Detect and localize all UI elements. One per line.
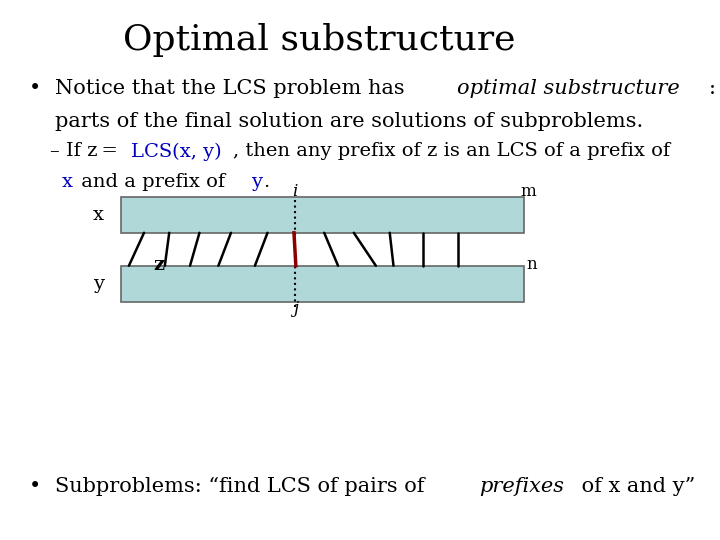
Text: , then any prefix of z is an LCS of a prefix of: , then any prefix of z is an LCS of a pr… [233,143,670,160]
Text: .: . [264,173,270,191]
Text: parts of the final solution are solutions of subproblems.: parts of the final solution are solution… [55,112,643,131]
Text: :: : [708,79,716,98]
Text: •: • [30,79,42,98]
Text: y: y [251,173,262,191]
Text: x: x [62,173,73,191]
Text: – If z =: – If z = [50,143,121,160]
Text: z: z [153,255,164,274]
Text: n: n [527,256,537,273]
Text: prefixes: prefixes [480,477,564,496]
Bar [121,266,524,302]
Text: LCS(x, y): LCS(x, y) [130,143,221,160]
Text: y: y [93,275,104,293]
Text: Optimal substructure: Optimal substructure [123,23,516,57]
Text: optimal substructure: optimal substructure [456,79,680,98]
Text: Notice that the LCS problem has: Notice that the LCS problem has [55,79,411,98]
Text: Subproblems: “find LCS of pairs of: Subproblems: “find LCS of pairs of [55,477,431,496]
Text: •: • [30,477,42,496]
Text: x: x [93,206,104,224]
Text: of x and y”: of x and y” [575,477,696,496]
Text: and a prefix of: and a prefix of [75,173,231,191]
Text: m: m [521,183,536,200]
Text: i: i [292,183,298,200]
Text: j: j [292,300,298,317]
Bar [121,197,524,233]
